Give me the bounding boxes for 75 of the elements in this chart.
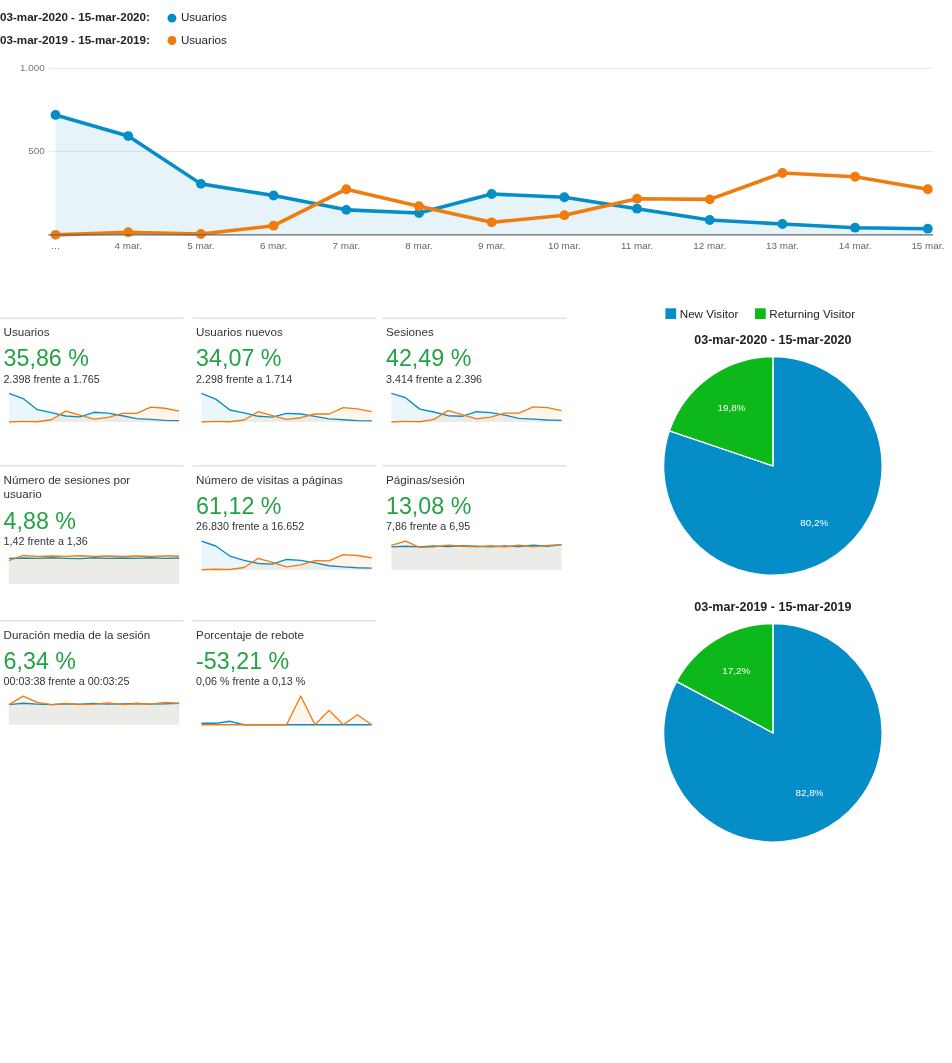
point: [559, 210, 570, 221]
text: 13,08 %: [385, 493, 472, 520]
point: [50, 109, 61, 120]
chart-title: Número de sesiones por usuario: [3, 472, 131, 501]
point: [704, 194, 715, 205]
text: 7,86 frente a 6,95: [385, 520, 471, 533]
data-label: 17,2%: [722, 665, 751, 677]
text: 42,49 %: [385, 345, 472, 372]
legend-label: New Visitor: [679, 307, 739, 321]
point: [559, 192, 570, 203]
point: [850, 171, 861, 182]
text: 03-mar-2020 - 15-mar-2020: [694, 333, 852, 348]
chart-title: 03-mar-2019 - 15-mar-2019: [694, 599, 852, 614]
point: [414, 201, 424, 212]
x-tick-label: 14 mar.: [838, 240, 872, 252]
text: 2.398 frente a 1.765: [3, 372, 100, 385]
chart-title: Duración media de la sesión: [3, 627, 151, 641]
y-tick-label: 1.000: [20, 61, 46, 73]
data-label: 19,8%: [717, 401, 746, 413]
point: [704, 215, 715, 225]
point: [268, 220, 279, 231]
chart-title: Porcentaje de rebote: [196, 627, 305, 641]
chart-title: Usuarios nuevos: [196, 325, 283, 339]
point: [341, 204, 352, 215]
pie-slice: [662, 622, 883, 843]
point: [922, 223, 933, 234]
text: 1,42 frente a 1,36: [3, 534, 88, 547]
point: [632, 193, 642, 204]
x-tick-label: 10 mar.: [547, 240, 581, 252]
text: 00:03:38 frente a 00:03:25: [3, 675, 130, 688]
x-tick-label: 5 mar.: [187, 240, 215, 252]
x-tick-label: 7 mar.: [332, 240, 360, 252]
text: 03-mar-2020 - 15-mar-2020:: [0, 10, 150, 24]
point: [777, 219, 788, 229]
data-label: 80,2%: [800, 517, 829, 529]
text: 3.414 frente a 2.396: [385, 372, 483, 385]
text: 0,06 % frente a 0,13 %: [196, 675, 306, 688]
text: 4,88 %: [3, 507, 77, 534]
y-tick-label: 500: [28, 145, 46, 157]
legend-label: Usuarios: [180, 10, 227, 24]
point: [195, 178, 206, 189]
chart-title: Páginas/sesión: [385, 472, 465, 486]
chart-title: Sesiones: [385, 325, 434, 339]
chart-title: Usuarios: [3, 325, 50, 339]
x-tick-label: 11 mar.: [621, 240, 654, 252]
point: [922, 184, 933, 195]
text: 2.298 frente a 1.714: [196, 372, 293, 385]
x-tick-label: 9 mar.: [477, 240, 506, 252]
chart-title: Número de visitas a páginas: [196, 472, 343, 486]
legend-label: Usuarios: [180, 32, 227, 46]
point: [123, 131, 134, 141]
x-tick-label: …: [50, 240, 61, 252]
text: 26.830 frente a 16.652: [196, 520, 305, 533]
x-tick-label: 12 mar.: [693, 240, 727, 252]
text: 34,07 %: [196, 345, 282, 372]
text: 35,86 %: [3, 345, 89, 372]
point: [850, 222, 861, 233]
text: 03-mar-2019 - 15-mar-2019:: [0, 32, 150, 46]
text: 61,12 %: [196, 493, 282, 520]
point: [341, 184, 352, 195]
data-label: 82,8%: [795, 787, 824, 799]
point: [777, 168, 788, 178]
point: [486, 189, 497, 199]
point: [632, 203, 642, 214]
x-tick-label: 15 mar.: [911, 240, 945, 252]
x-tick-label: 13 mar.: [766, 240, 799, 252]
pie-slice: [663, 355, 883, 576]
x-tick-label: 8 mar.: [405, 240, 433, 252]
text: 6,34 %: [3, 648, 77, 675]
point: [486, 217, 497, 228]
x-tick-label: 4 mar.: [114, 240, 142, 252]
legend-label: Returning Visitor: [769, 307, 856, 321]
text: -53,21 %: [196, 648, 290, 675]
point: [268, 190, 279, 201]
x-tick-label: 6 mar.: [259, 240, 288, 252]
